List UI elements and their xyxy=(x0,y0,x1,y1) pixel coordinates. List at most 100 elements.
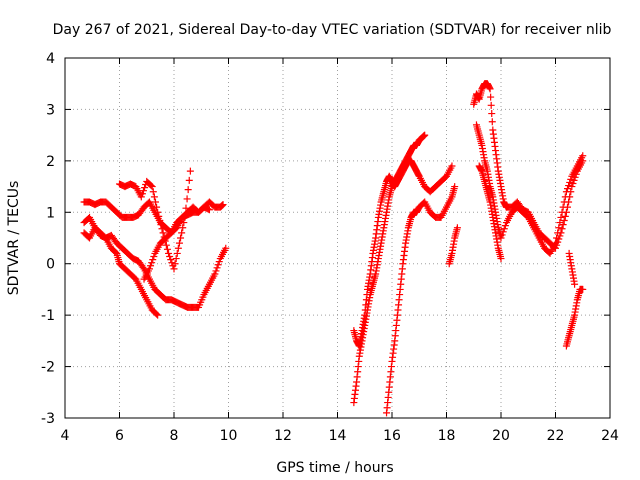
data-point-marker xyxy=(145,265,153,273)
data-point-marker xyxy=(498,231,506,239)
data-point-marker xyxy=(488,110,496,118)
data-point-marker xyxy=(112,248,120,256)
data-point-marker xyxy=(178,229,186,237)
data-point-marker xyxy=(565,182,573,190)
y-tick-label: 1 xyxy=(46,205,55,221)
data-point-marker xyxy=(552,244,559,252)
data-point-marker xyxy=(166,253,174,261)
data-point-marker xyxy=(557,229,565,237)
x-tick-label: 4 xyxy=(61,428,70,444)
x-tick-label: 10 xyxy=(220,428,238,444)
data-point-marker xyxy=(497,255,505,263)
data-point-marker xyxy=(172,255,180,263)
data-point-marker xyxy=(147,262,155,270)
data-point-marker xyxy=(563,203,571,211)
data-point-marker xyxy=(155,212,163,220)
y-tick-label: -3 xyxy=(41,411,55,427)
data-point-marker xyxy=(183,195,191,203)
data-point-marker xyxy=(566,178,574,186)
data-point-marker xyxy=(219,201,227,209)
data-point-marker xyxy=(566,193,574,201)
data-point-marker xyxy=(555,224,563,232)
data-point-marker xyxy=(149,256,157,264)
data-point-marker xyxy=(486,85,494,93)
x-tick-label: 24 xyxy=(601,428,619,444)
data-point-marker xyxy=(154,208,162,216)
data-point-marker xyxy=(213,264,221,272)
data-point-marker xyxy=(451,183,459,191)
data-point-marker xyxy=(571,173,579,181)
data-point-marker xyxy=(186,167,194,175)
x-tick-label: 20 xyxy=(492,428,510,444)
data-point-marker xyxy=(500,225,508,233)
data-point-marker xyxy=(151,198,159,206)
data-point-marker xyxy=(138,190,146,198)
data-point-marker xyxy=(177,234,185,242)
data-point-marker xyxy=(173,249,181,257)
data-point-marker xyxy=(579,157,587,165)
data-point-marker xyxy=(139,187,147,195)
data-point-marker xyxy=(557,213,565,221)
data-point-marker xyxy=(214,261,222,269)
data-point-marker xyxy=(150,193,158,201)
data-point-marker xyxy=(222,244,230,252)
data-point-marker xyxy=(215,258,223,266)
data-point-marker xyxy=(156,217,164,225)
data-point-marker xyxy=(162,241,170,249)
x-tick-label: 14 xyxy=(329,428,347,444)
data-point-marker xyxy=(555,235,563,243)
data-point-marker xyxy=(560,217,568,225)
data-point-marker xyxy=(453,224,461,232)
y-axis-label: SDTVAR / TECUs xyxy=(6,181,22,296)
data-point-marker xyxy=(556,232,564,240)
data-point-marker xyxy=(488,118,496,126)
data-points xyxy=(80,80,587,417)
y-tick-label: 2 xyxy=(46,154,55,170)
data-point-marker xyxy=(148,183,156,191)
y-tick-label: -2 xyxy=(41,360,55,376)
y-tick-label: -1 xyxy=(41,308,55,324)
data-point-marker xyxy=(579,285,587,293)
x-tick-label: 8 xyxy=(170,428,179,444)
x-axis-label: GPS time / hours xyxy=(276,460,393,476)
data-point-marker xyxy=(165,249,173,257)
data-point-marker xyxy=(558,225,566,233)
data-point-marker xyxy=(184,186,192,194)
data-point-marker xyxy=(499,228,507,236)
x-tick-label: 6 xyxy=(115,428,124,444)
x-tick-label: 22 xyxy=(547,428,565,444)
y-tick-label: 4 xyxy=(46,51,55,67)
data-point-marker xyxy=(148,259,156,267)
data-point-marker xyxy=(553,241,561,249)
data-point-marker xyxy=(153,203,161,211)
data-point-marker xyxy=(211,270,219,278)
data-point-marker xyxy=(168,259,176,267)
data-point-marker xyxy=(567,188,575,196)
data-point-marker xyxy=(570,176,578,184)
x-tick-label: 18 xyxy=(438,428,456,444)
data-point-marker xyxy=(158,225,166,233)
data-point-marker xyxy=(159,229,167,237)
data-point-marker xyxy=(137,193,145,201)
data-point-marker xyxy=(487,101,495,109)
data-point-marker xyxy=(448,162,456,170)
data-point-marker xyxy=(421,131,429,139)
data-point-marker xyxy=(171,260,179,268)
data-point-marker xyxy=(567,175,575,183)
data-point-marker xyxy=(185,176,193,184)
data-point-marker xyxy=(561,212,569,220)
data-point-marker xyxy=(572,170,580,178)
data-point-marker xyxy=(554,238,562,246)
data-point-marker xyxy=(487,93,495,101)
data-point-marker xyxy=(154,311,162,319)
data-point-marker xyxy=(179,224,187,232)
data-point-marker xyxy=(147,182,155,190)
data-point-marker xyxy=(569,179,577,187)
data-point-marker xyxy=(139,263,147,271)
data-point-marker xyxy=(175,239,183,247)
data-point-marker xyxy=(568,183,576,191)
data-point-marker xyxy=(497,234,505,242)
data-point-marker xyxy=(563,185,571,193)
data-point-marker xyxy=(212,267,220,275)
